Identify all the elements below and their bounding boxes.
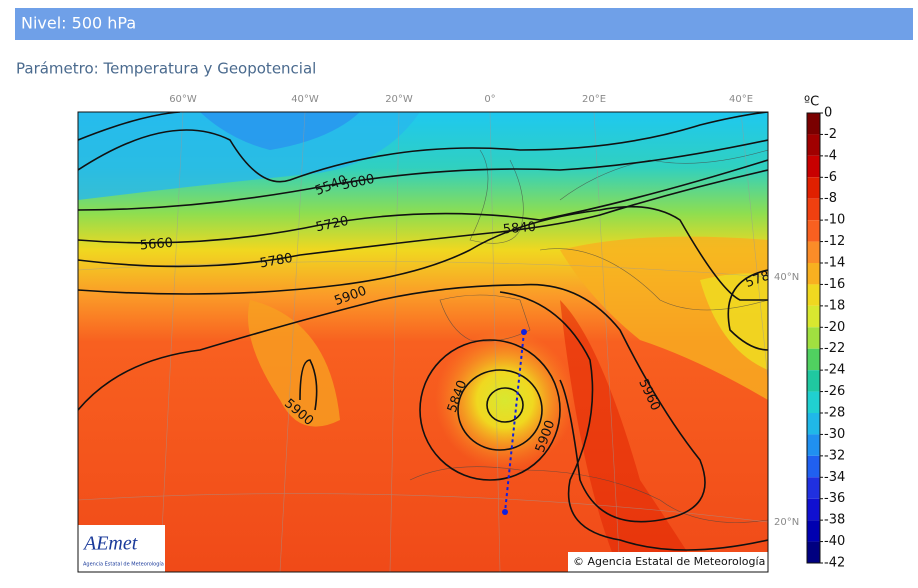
colorbar-tick-label: 0 — [824, 106, 832, 121]
contour — [78, 112, 181, 141]
contour-label: 5780 — [259, 251, 294, 272]
contour-label: 5600 — [340, 172, 375, 194]
colorbar-band — [807, 348, 820, 371]
subtitle: Parámetro: Temperatura y Geopotencial — [16, 60, 316, 78]
colorbar-tick-label: -16 — [824, 277, 845, 292]
colorbar-band — [807, 198, 820, 221]
colorbar-tick-label: -10 — [824, 213, 845, 228]
colorbar-band — [807, 113, 820, 135]
longitude-label: 40°E — [729, 94, 753, 105]
colorbar-unit: ºC — [804, 95, 819, 110]
colorbar-band — [807, 455, 820, 478]
contour — [78, 205, 768, 301]
contour — [78, 283, 706, 523]
latitude-label: 20°N — [774, 517, 799, 528]
cross-section-line — [504, 331, 525, 513]
logo: AEmet — [82, 533, 138, 555]
colorbar-tick-label: -8 — [824, 191, 837, 206]
colorbar-frame — [806, 112, 821, 564]
logo-caption: Agencia Estatal de Meteorología — [83, 561, 164, 568]
colorbar-band — [807, 155, 820, 178]
contour-label: 5840 — [502, 220, 536, 238]
colorbar-band — [807, 498, 820, 521]
colorbar-band — [807, 263, 820, 285]
colorbar-band — [807, 541, 820, 563]
colorbar-band — [807, 177, 820, 199]
colorbar-tick-label: -22 — [824, 341, 845, 356]
colorbar-tick-label: -18 — [824, 298, 845, 313]
header-title: Nivel: 500 hPa — [21, 14, 136, 33]
colorbar-tick-label: -14 — [824, 256, 845, 271]
contour — [78, 112, 768, 183]
cutoff-low — [435, 330, 575, 470]
colorbar-band — [807, 134, 820, 156]
coastlines — [409, 149, 768, 523]
map-frame — [77, 111, 769, 573]
map: 5540 5600 5660 5720 5780 5840 5900 5900 … — [78, 112, 771, 572]
colorbar-band — [807, 477, 820, 499]
contour — [78, 169, 768, 268]
contour — [499, 291, 768, 551]
contour — [419, 339, 561, 481]
contour-label: 578 — [743, 268, 771, 291]
copyright-box — [568, 552, 768, 572]
colorbar-band — [807, 327, 820, 349]
colorbar-tick-label: -30 — [824, 427, 845, 442]
graticule — [78, 112, 768, 572]
contour — [78, 159, 768, 244]
colorbar-tick-label: -12 — [824, 234, 845, 249]
longitude-label: 40°W — [291, 94, 319, 105]
contour — [299, 359, 318, 411]
colorbar-band — [807, 305, 820, 328]
contour-label: 5720 — [314, 214, 349, 236]
colorbar: 0 -2 -4 -6 -8 -10 -12 -14 -16 -18 -20 -22 -24 -26 -28 -… — [806, 106, 845, 571]
header-bar — [15, 8, 913, 40]
colorbar-tick-label: -20 — [824, 320, 845, 335]
contour — [727, 269, 768, 351]
cross-section-point — [502, 509, 508, 515]
contour-label: 5660 — [139, 236, 173, 254]
colorbar-tick-label: -26 — [824, 384, 845, 399]
colorbar-band — [807, 391, 820, 413]
longitude-label: 60°W — [169, 94, 197, 105]
colorbar-band — [807, 413, 820, 435]
longitude-label: 20°E — [582, 94, 606, 105]
longitude-label: 0° — [484, 94, 495, 105]
colorbar-tick-label: -6 — [824, 170, 837, 185]
colorbar-tick-label: -36 — [824, 491, 845, 506]
logo-box — [78, 525, 165, 572]
colorbar-tick-label: -32 — [824, 448, 845, 463]
colorbar-tick-label: -34 — [824, 470, 845, 485]
colorbar-tick-label: -28 — [824, 406, 845, 421]
colorbar-tick-label: -42 — [824, 556, 845, 571]
hot-area — [560, 300, 700, 572]
cold-area — [78, 112, 420, 200]
cold-core — [200, 112, 360, 150]
colorbar-band — [807, 370, 820, 392]
longitude-label: 20°W — [385, 94, 413, 105]
contour — [78, 139, 768, 211]
contour — [486, 387, 524, 423]
colorbar-band — [807, 520, 820, 542]
colorbar-tick-label: -4 — [824, 148, 837, 163]
colorbar-band — [807, 284, 820, 306]
colorbar-tick-label: -2 — [824, 127, 837, 142]
copyright: © Agencia Estatal de Meteorología — [573, 555, 765, 568]
colorbar-band — [807, 220, 820, 242]
colorbar-band — [807, 241, 820, 263]
colorbar-band — [807, 434, 820, 456]
colorbar-tick-label: -40 — [824, 534, 845, 549]
latitude-label: 40°N — [774, 272, 799, 283]
colorbar-tick-label: -38 — [824, 513, 845, 528]
colorbar-tick-label: -24 — [824, 363, 845, 378]
cross-section-point — [521, 329, 527, 335]
contour — [457, 369, 543, 451]
